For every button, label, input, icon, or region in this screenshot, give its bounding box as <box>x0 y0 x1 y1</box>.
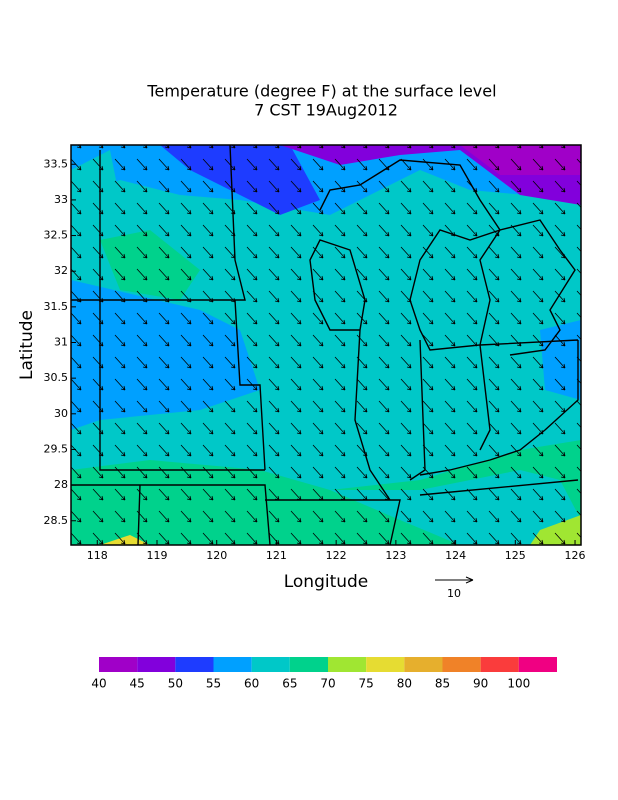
y-tick-label: 30.5 <box>44 371 69 384</box>
colorbar-label: 60 <box>244 677 259 691</box>
y-tick-label: 31.5 <box>44 300 69 313</box>
colorbar-label: 45 <box>130 677 145 691</box>
chart-title: Temperature (degree F) at the surface le… <box>146 82 496 101</box>
colorbar-label: 85 <box>435 677 450 691</box>
y-tick-label: 29.5 <box>44 442 69 455</box>
colorbar-box <box>251 657 290 672</box>
colorbar-label: 100 <box>507 677 530 691</box>
x-tick-label: 123 <box>385 549 406 562</box>
y-tick-label: 33 <box>54 193 68 206</box>
x-tick-label: 126 <box>565 549 586 562</box>
reference-arrow <box>435 576 474 584</box>
colorbar-box <box>175 657 214 672</box>
x-tick-label: 119 <box>146 549 167 562</box>
reference-label: 10 <box>447 587 461 600</box>
x-tick-label: 120 <box>206 549 227 562</box>
colorbar-box <box>289 657 328 672</box>
colorbar-box <box>442 657 481 672</box>
x-tick-label: 124 <box>445 549 466 562</box>
x-tick-label: 118 <box>87 549 108 562</box>
colorbar-label: 40 <box>91 677 106 691</box>
colorbar-label: 65 <box>282 677 297 691</box>
y-tick-label: 32.5 <box>44 229 69 242</box>
temperature-field <box>71 145 581 545</box>
y-axis-label: Latitude <box>17 310 37 380</box>
y-tick-label: 30 <box>54 407 68 420</box>
colorbar-box <box>404 657 443 672</box>
colorbar-box <box>480 657 519 672</box>
colorbar-box <box>213 657 252 672</box>
x-tick-label: 125 <box>505 549 526 562</box>
colorbar-label: 80 <box>397 677 412 691</box>
x-tick-label: 121 <box>266 549 287 562</box>
colorbar-label: 50 <box>168 677 183 691</box>
colorbar-box <box>518 657 557 672</box>
chart-subtitle: 7 CST 19Aug2012 <box>254 101 398 120</box>
colorbar-label: 55 <box>206 677 221 691</box>
plot-frame <box>70 144 582 546</box>
colorbar-box <box>328 657 367 672</box>
colorbar-box <box>99 657 138 672</box>
colorbar-box <box>366 657 405 672</box>
x-axis-label: Longitude <box>284 572 369 592</box>
colorbar-label: 75 <box>359 677 374 691</box>
colorbar-label: 90 <box>473 677 488 691</box>
y-tick-label: 28 <box>54 478 68 491</box>
y-tick-label: 32 <box>54 264 68 277</box>
y-tick-label: 33.5 <box>44 157 69 170</box>
vector-reference: 10 <box>435 576 474 600</box>
y-tick-label: 31 <box>54 336 68 349</box>
x-tick-label: 122 <box>326 549 347 562</box>
colorbar-box <box>137 657 176 672</box>
y-tick-label: 28.5 <box>44 514 69 527</box>
colorbar-label: 70 <box>320 677 335 691</box>
